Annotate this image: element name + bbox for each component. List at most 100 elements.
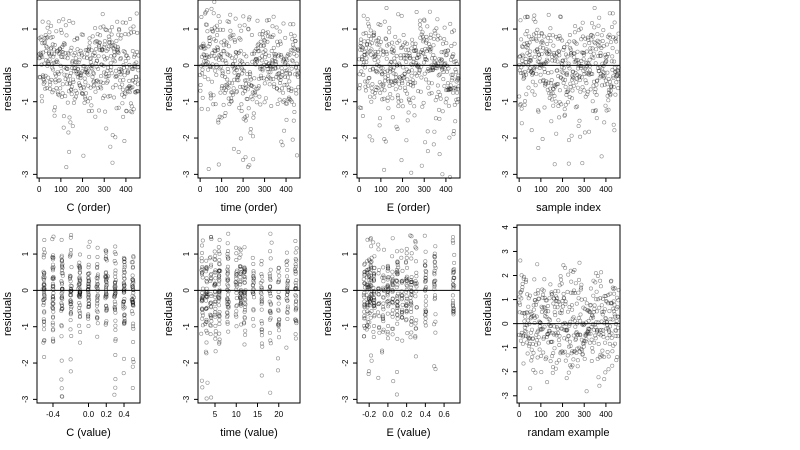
data-point	[130, 297, 135, 302]
data-point	[51, 255, 56, 260]
data-point	[76, 72, 81, 77]
data-point	[41, 255, 46, 260]
data-point	[539, 30, 544, 35]
data-point	[95, 255, 100, 260]
data-point	[238, 84, 243, 89]
data-point	[131, 254, 136, 259]
data-point	[212, 54, 217, 59]
data-point	[87, 56, 92, 61]
data-point	[207, 256, 212, 261]
data-point	[211, 48, 216, 53]
data-point	[590, 349, 595, 354]
data-point	[238, 302, 243, 307]
data-point	[431, 142, 436, 147]
data-point	[589, 337, 594, 342]
data-point	[50, 262, 55, 267]
data-point	[41, 285, 46, 290]
x-tick-label: 5	[213, 410, 218, 419]
data-point	[77, 281, 82, 286]
data-point	[59, 301, 64, 306]
data-point	[130, 293, 135, 298]
data-point	[559, 102, 564, 107]
x-tick-label: 0.2	[401, 410, 413, 419]
data-point	[409, 319, 414, 324]
data-point	[207, 54, 212, 59]
data-point	[225, 271, 230, 276]
data-point	[122, 259, 127, 264]
data-point	[79, 32, 84, 37]
data-point	[448, 57, 453, 62]
data-point	[208, 255, 213, 260]
data-point	[612, 291, 617, 296]
data-point	[121, 49, 126, 54]
data-point	[365, 17, 370, 22]
data-point	[67, 149, 72, 154]
data-point	[68, 357, 73, 362]
data-point	[445, 63, 450, 68]
plot-frame	[516, 0, 621, 179]
data-point	[365, 79, 370, 84]
data-point	[517, 103, 522, 108]
data-point	[286, 95, 291, 100]
data-point	[66, 51, 71, 56]
data-point	[553, 82, 558, 87]
data-point	[538, 45, 543, 50]
data-point	[60, 50, 65, 55]
data-point	[290, 58, 295, 63]
data-point	[214, 62, 219, 67]
data-point	[286, 88, 291, 93]
y-tick-label: 0	[21, 63, 30, 68]
data-point	[273, 62, 278, 67]
data-point	[104, 254, 109, 259]
data-point	[204, 294, 209, 299]
data-point	[124, 53, 129, 58]
data-point	[444, 69, 449, 74]
data-point	[217, 268, 222, 273]
data-point	[440, 67, 445, 72]
data-point	[402, 75, 407, 80]
data-point	[521, 361, 526, 366]
data-point	[82, 100, 87, 105]
data-point	[545, 59, 550, 64]
data-point	[375, 310, 380, 315]
data-point	[261, 50, 266, 55]
data-point	[239, 66, 244, 71]
data-point	[82, 76, 87, 81]
data-point	[53, 71, 58, 76]
data-point	[208, 278, 213, 283]
data-point	[427, 9, 432, 14]
data-point	[86, 323, 91, 328]
data-point	[87, 239, 92, 244]
data-point	[543, 60, 548, 65]
data-point	[379, 87, 384, 92]
data-point	[213, 268, 218, 273]
data-point	[208, 93, 213, 98]
data-point	[98, 25, 103, 30]
data-point	[245, 97, 250, 102]
data-point	[130, 299, 135, 304]
data-point	[556, 104, 561, 109]
data-point	[126, 89, 131, 94]
data-point	[449, 87, 454, 92]
data-point	[51, 54, 56, 59]
data-point	[370, 67, 375, 72]
data-point	[613, 92, 618, 97]
data-point	[54, 49, 59, 54]
data-point	[565, 54, 570, 59]
data-point	[131, 264, 136, 269]
data-point	[111, 57, 116, 62]
data-point	[75, 47, 80, 52]
data-point	[227, 19, 232, 24]
data-point	[71, 53, 76, 58]
data-point	[421, 39, 426, 44]
y-tick-label: -2	[182, 359, 191, 367]
data-point	[209, 315, 214, 320]
data-point	[280, 69, 285, 74]
data-point	[46, 75, 51, 80]
data-point	[615, 72, 620, 77]
data-point	[110, 40, 115, 45]
data-point	[114, 38, 119, 43]
data-point	[37, 51, 42, 56]
data-point	[225, 292, 230, 297]
data-point	[597, 75, 602, 80]
